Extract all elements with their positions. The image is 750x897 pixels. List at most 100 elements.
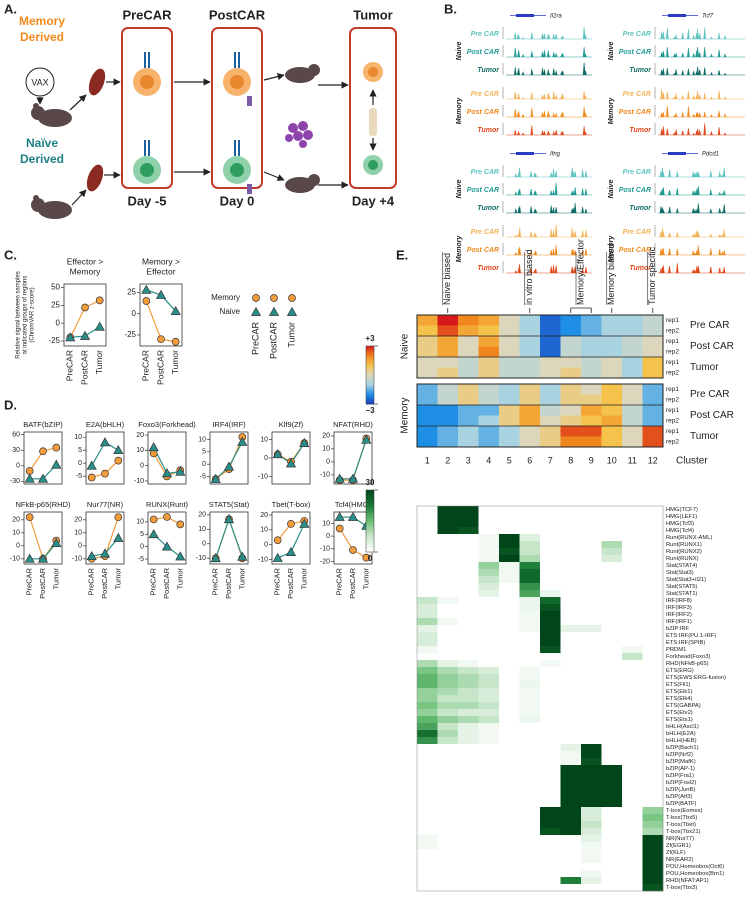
track — [506, 106, 592, 118]
heat-cell — [499, 520, 520, 528]
heat-cell — [458, 394, 479, 406]
x-tick-label: Tumor — [170, 350, 180, 374]
heat-cell — [642, 751, 664, 759]
heat-cell — [478, 632, 500, 640]
heat-cell — [601, 520, 623, 528]
rep-label: rep2 — [666, 417, 679, 424]
heat-cell — [519, 800, 541, 808]
heat-cell — [417, 730, 438, 738]
heat-cell — [581, 744, 602, 752]
y-tick-label: 5 — [78, 447, 82, 454]
heat-cell — [601, 702, 623, 710]
heat-cell — [499, 674, 520, 682]
colorbar-slice — [366, 376, 374, 380]
plot-frame — [271, 511, 311, 565]
heat-cell — [519, 625, 541, 633]
heat-cell — [622, 856, 643, 864]
motif-label: ETS(GABPA) — [666, 703, 701, 709]
y-tick-label: 0 — [140, 544, 144, 551]
heat-cell — [478, 856, 500, 864]
heat-cell — [478, 367, 500, 379]
arrows — [36, 73, 377, 206]
marker — [273, 536, 282, 545]
track-label: Post CAR — [619, 49, 651, 56]
heat-cell — [437, 555, 459, 563]
stage-title: Tumor — [353, 7, 392, 22]
heat-cell — [581, 709, 602, 717]
motif-label: HMG(Tcf3) — [666, 521, 694, 527]
heat-cell — [560, 346, 582, 358]
heat-cell — [437, 562, 459, 570]
heat-cell — [519, 709, 541, 717]
heat-cell — [499, 611, 520, 619]
rep-label: rep2 — [666, 369, 679, 376]
x-tick-label: PreCAR — [273, 567, 282, 595]
y-axis-label: at indicated groups of regions — [23, 276, 29, 355]
colorbar-slice — [366, 349, 374, 353]
plot-frame — [139, 283, 183, 347]
heat-cell — [540, 576, 561, 584]
heat-cell — [417, 527, 438, 535]
heat-cell — [560, 716, 582, 724]
heat-cell — [458, 569, 479, 577]
heat-cell — [560, 436, 582, 448]
heat-cell — [499, 562, 520, 570]
heat-cell — [560, 604, 582, 612]
rep-label: rep2 — [666, 327, 679, 334]
heat-cell — [601, 667, 623, 675]
y-tick-label: -5 — [200, 473, 206, 480]
y-tick-label: 10 — [74, 530, 82, 537]
heat-cell — [601, 576, 623, 584]
group-label: Memory — [400, 397, 411, 433]
heat-cell — [540, 667, 561, 675]
plot-frame — [23, 511, 63, 565]
heat-cell — [560, 426, 582, 437]
marker — [101, 469, 109, 478]
heat-cell — [540, 604, 561, 612]
chart-title: Tcf4(HMG) — [335, 500, 372, 509]
y-tick-label: 0 — [202, 461, 206, 468]
heat-cell — [417, 786, 438, 794]
x-tick-label: PostCAR — [162, 567, 171, 598]
heat-cell — [581, 325, 602, 337]
tumor-cells — [285, 121, 313, 148]
heat-cell — [417, 709, 438, 717]
heat-cell — [437, 632, 459, 640]
plot-frame — [85, 431, 125, 485]
heat-cell — [478, 716, 500, 724]
heat-cell — [601, 856, 623, 864]
naive-label: Derived — [20, 152, 64, 166]
marker — [347, 511, 359, 521]
colorbar-slice — [366, 494, 374, 497]
marker — [114, 513, 123, 522]
heat-cell — [499, 590, 520, 598]
heat-cell — [437, 877, 459, 885]
heat-cell — [478, 884, 500, 892]
heat-cell — [437, 646, 459, 654]
heat-cell — [601, 723, 623, 731]
heat-cell — [478, 737, 500, 745]
colorbar-slice — [366, 518, 374, 522]
track-label: Tumor — [477, 67, 500, 74]
panel-label: A. — [4, 1, 17, 16]
heat-cell — [499, 597, 520, 605]
heat-cell — [499, 618, 520, 626]
heat-cell — [560, 786, 582, 794]
heat-cell — [417, 835, 438, 843]
heat-cell — [560, 548, 582, 556]
heat-cell — [601, 367, 623, 379]
chart-title: Memory > — [142, 256, 180, 266]
heat-cell — [560, 828, 582, 836]
track-label: Pre CAR — [623, 91, 651, 98]
x-tick-label: Tumor — [299, 567, 308, 589]
heat-cell — [478, 384, 500, 395]
colorbar-slice — [366, 346, 374, 349]
y-tick-label: 0 — [140, 462, 144, 469]
heat-cell — [437, 384, 459, 395]
heat-cell — [560, 632, 582, 640]
heat-cell — [622, 688, 643, 696]
heat-cell — [519, 646, 541, 654]
marker — [171, 337, 180, 346]
heat-cell — [581, 835, 602, 843]
heat-cell — [622, 394, 643, 406]
